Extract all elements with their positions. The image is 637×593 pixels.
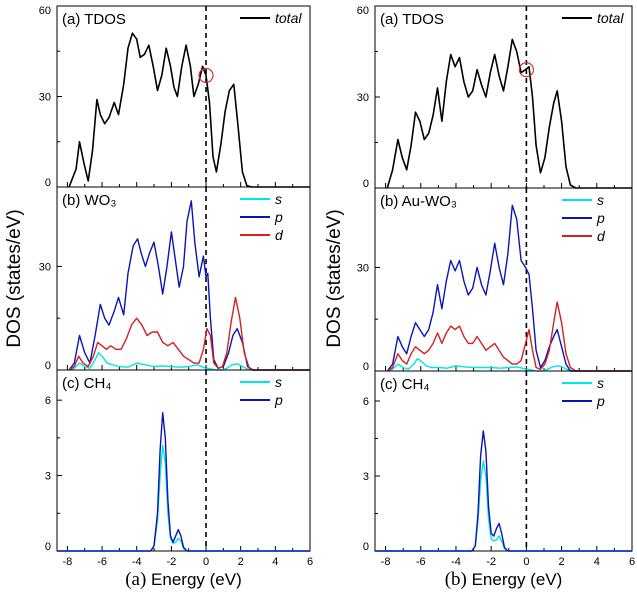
panel-title: (b) Au-WO₃ bbox=[380, 193, 457, 210]
legend-label-p: p bbox=[274, 392, 283, 408]
y-axis-label: DOS (states/eV) bbox=[324, 209, 345, 347]
x-tick-label: 2 bbox=[559, 556, 565, 568]
panel-title: (a) TDOS bbox=[380, 11, 444, 28]
series-line-s bbox=[375, 460, 632, 552]
legend-label-s: s bbox=[597, 375, 604, 391]
x-tick-label: 4 bbox=[594, 556, 600, 568]
x-axis-label-prefix: (a) bbox=[125, 569, 146, 590]
legend-label-s: s bbox=[275, 374, 282, 390]
fermi-circle-marker bbox=[518, 62, 534, 78]
x-tick-label: -2 bbox=[486, 556, 496, 568]
series-line-p bbox=[386, 204, 632, 372]
x-tick-label: -6 bbox=[416, 556, 426, 568]
panel-title: (c) CH₄ bbox=[62, 375, 111, 392]
series-line-s bbox=[57, 444, 310, 552]
x-tick-label: 0 bbox=[523, 556, 529, 568]
series-line-d bbox=[386, 301, 632, 372]
x-tick-label: -4 bbox=[132, 556, 142, 568]
legend-label-d: d bbox=[275, 227, 284, 243]
y-tick-label: 0 bbox=[363, 178, 369, 190]
y-tick-label: 0 bbox=[363, 361, 369, 373]
series-line-total bbox=[386, 38, 632, 189]
x-tick-label: -8 bbox=[381, 556, 391, 568]
panel-frame bbox=[374, 187, 633, 372]
x-axis-label: (a) Energy (eV) bbox=[125, 569, 242, 590]
panel-frame bbox=[56, 369, 311, 552]
panel-ch4: 0 3 6 (c) CH₄ sp bbox=[363, 370, 633, 553]
y-tick-label: 3 bbox=[45, 471, 51, 483]
panel-frame bbox=[56, 186, 311, 371]
y-tick-label: 0 bbox=[45, 177, 51, 189]
legend-label-total: total bbox=[597, 10, 624, 26]
panel-title: (a) TDOS bbox=[62, 11, 126, 28]
legend-label-p: p bbox=[274, 209, 283, 225]
y-tick-label: 60 bbox=[357, 5, 369, 17]
series-line-p bbox=[68, 200, 310, 371]
x-axis-label-text: Energy (eV) bbox=[146, 570, 241, 589]
legend-label-d: d bbox=[597, 228, 606, 244]
panel-frame bbox=[374, 370, 633, 552]
y-axis-label: DOS (states/eV) bbox=[4, 209, 25, 347]
fermi-circle-marker bbox=[198, 67, 214, 83]
x-tick-label: -6 bbox=[97, 556, 107, 568]
y-tick-label: 30 bbox=[39, 261, 51, 273]
x-tick-label: 2 bbox=[238, 556, 244, 568]
y-tick-label: 0 bbox=[45, 541, 51, 553]
x-tick-label: 4 bbox=[272, 556, 278, 568]
x-tick-label: 0 bbox=[203, 556, 209, 568]
series-line-total bbox=[68, 32, 310, 188]
series-line-s bbox=[68, 352, 310, 371]
x-tick-label: -4 bbox=[451, 556, 461, 568]
y-tick-label: 3 bbox=[363, 471, 369, 483]
panel-frame bbox=[374, 5, 633, 189]
legend-label-s: s bbox=[597, 192, 604, 208]
series-line-p bbox=[57, 412, 310, 552]
panel-tdos: 0 30 60 (a) TDOS total bbox=[39, 5, 311, 189]
x-tick-label: -2 bbox=[166, 556, 176, 568]
y-tick-label: 6 bbox=[363, 396, 369, 408]
series-line-s bbox=[387, 358, 632, 372]
legend-label-p: p bbox=[596, 210, 605, 226]
panel-title: (b) WO₃ bbox=[62, 192, 116, 209]
panel-frame bbox=[56, 5, 311, 188]
panel-title: (c) CH₄ bbox=[380, 376, 429, 393]
panel-metal-oxide: 0 30 (b) WO₃ spd bbox=[39, 186, 311, 372]
series-line-d bbox=[68, 296, 310, 371]
y-tick-label: 0 bbox=[363, 541, 369, 553]
legend-label-s: s bbox=[275, 191, 282, 207]
legend-label-total: total bbox=[275, 10, 302, 26]
panel-ch4: 0 3 6 (c) CH₄ sp bbox=[45, 369, 311, 553]
y-tick-label: 30 bbox=[39, 92, 51, 104]
x-tick-label: -8 bbox=[63, 556, 73, 568]
series-line-p bbox=[375, 430, 632, 552]
x-tick-label: 6 bbox=[307, 556, 313, 568]
y-tick-label: 30 bbox=[357, 92, 369, 104]
y-tick-label: 0 bbox=[45, 360, 51, 372]
x-axis-label-prefix: (b) bbox=[445, 569, 467, 590]
x-axis-label-text: Energy (eV) bbox=[467, 570, 562, 589]
y-tick-label: 6 bbox=[45, 395, 51, 407]
y-tick-label: 30 bbox=[357, 262, 369, 274]
y-tick-label: 60 bbox=[39, 5, 51, 17]
panel-tdos: 0 30 60 (a) TDOS total bbox=[357, 5, 633, 190]
x-tick-label: 6 bbox=[629, 556, 635, 568]
legend-label-p: p bbox=[596, 393, 605, 409]
panel-metal-oxide: 0 30 (b) Au-WO₃ spd bbox=[357, 187, 633, 373]
x-axis-label: (b) Energy (eV) bbox=[445, 569, 563, 590]
